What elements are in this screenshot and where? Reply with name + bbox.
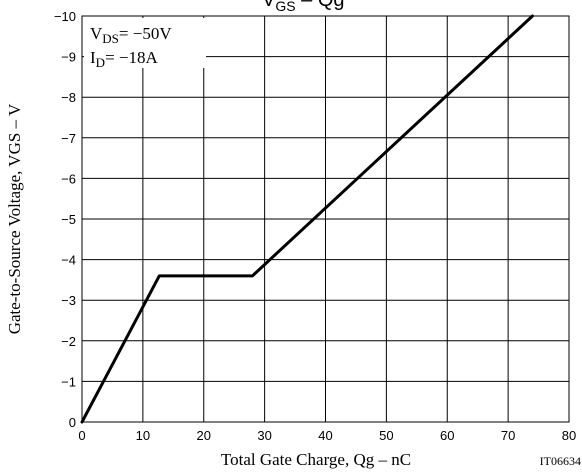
- y-axis-label: Gate-to-Source Voltage, VGS – V: [5, 103, 24, 334]
- x-tick-label: 20: [197, 428, 211, 443]
- y-tick-label: −3: [61, 293, 76, 308]
- y-tick-label: −1: [61, 374, 76, 389]
- series-line: [80, 14, 534, 424]
- y-tick-label: −5: [61, 212, 76, 227]
- condition-id: ID= −18A: [90, 48, 158, 70]
- y-tick-label: −9: [61, 50, 76, 65]
- x-tick-label: 80: [562, 428, 576, 443]
- series-layer: [80, 14, 534, 424]
- plot-frame: [81, 15, 570, 423]
- y-tick-label: −8: [61, 90, 76, 105]
- x-tick-label: 50: [379, 428, 393, 443]
- x-axis-ticks: 0 10 20 30 40 50 60 70 80: [78, 428, 576, 443]
- x-tick-label: 40: [318, 428, 332, 443]
- grid-lines: [81, 15, 570, 423]
- y-tick-label: −4: [61, 253, 76, 268]
- x-tick-label: 0: [78, 428, 85, 443]
- x-axis-label: Total Gate Charge, Qg – nC: [221, 450, 411, 469]
- y-tick-label: −2: [61, 334, 76, 349]
- x-tick-label: 60: [440, 428, 454, 443]
- y-tick-label: −7: [61, 131, 76, 146]
- x-tick-label: 10: [136, 428, 150, 443]
- x-tick-label: 30: [257, 428, 271, 443]
- chart-title: VGS – Qg: [262, 0, 345, 14]
- condition-vds: VDS= −50V: [90, 24, 172, 46]
- x-tick-label: 70: [501, 428, 515, 443]
- part-code: IT06634: [540, 454, 581, 468]
- y-tick-label: −6: [61, 171, 76, 186]
- y-tick-label: −10: [54, 9, 76, 24]
- conditions-box: [84, 18, 206, 68]
- y-tick-label: 0: [69, 415, 76, 430]
- y-axis-ticks: 0 −1 −2 −3 −4 −5 −6 −7 −8 −9 −10: [54, 9, 76, 430]
